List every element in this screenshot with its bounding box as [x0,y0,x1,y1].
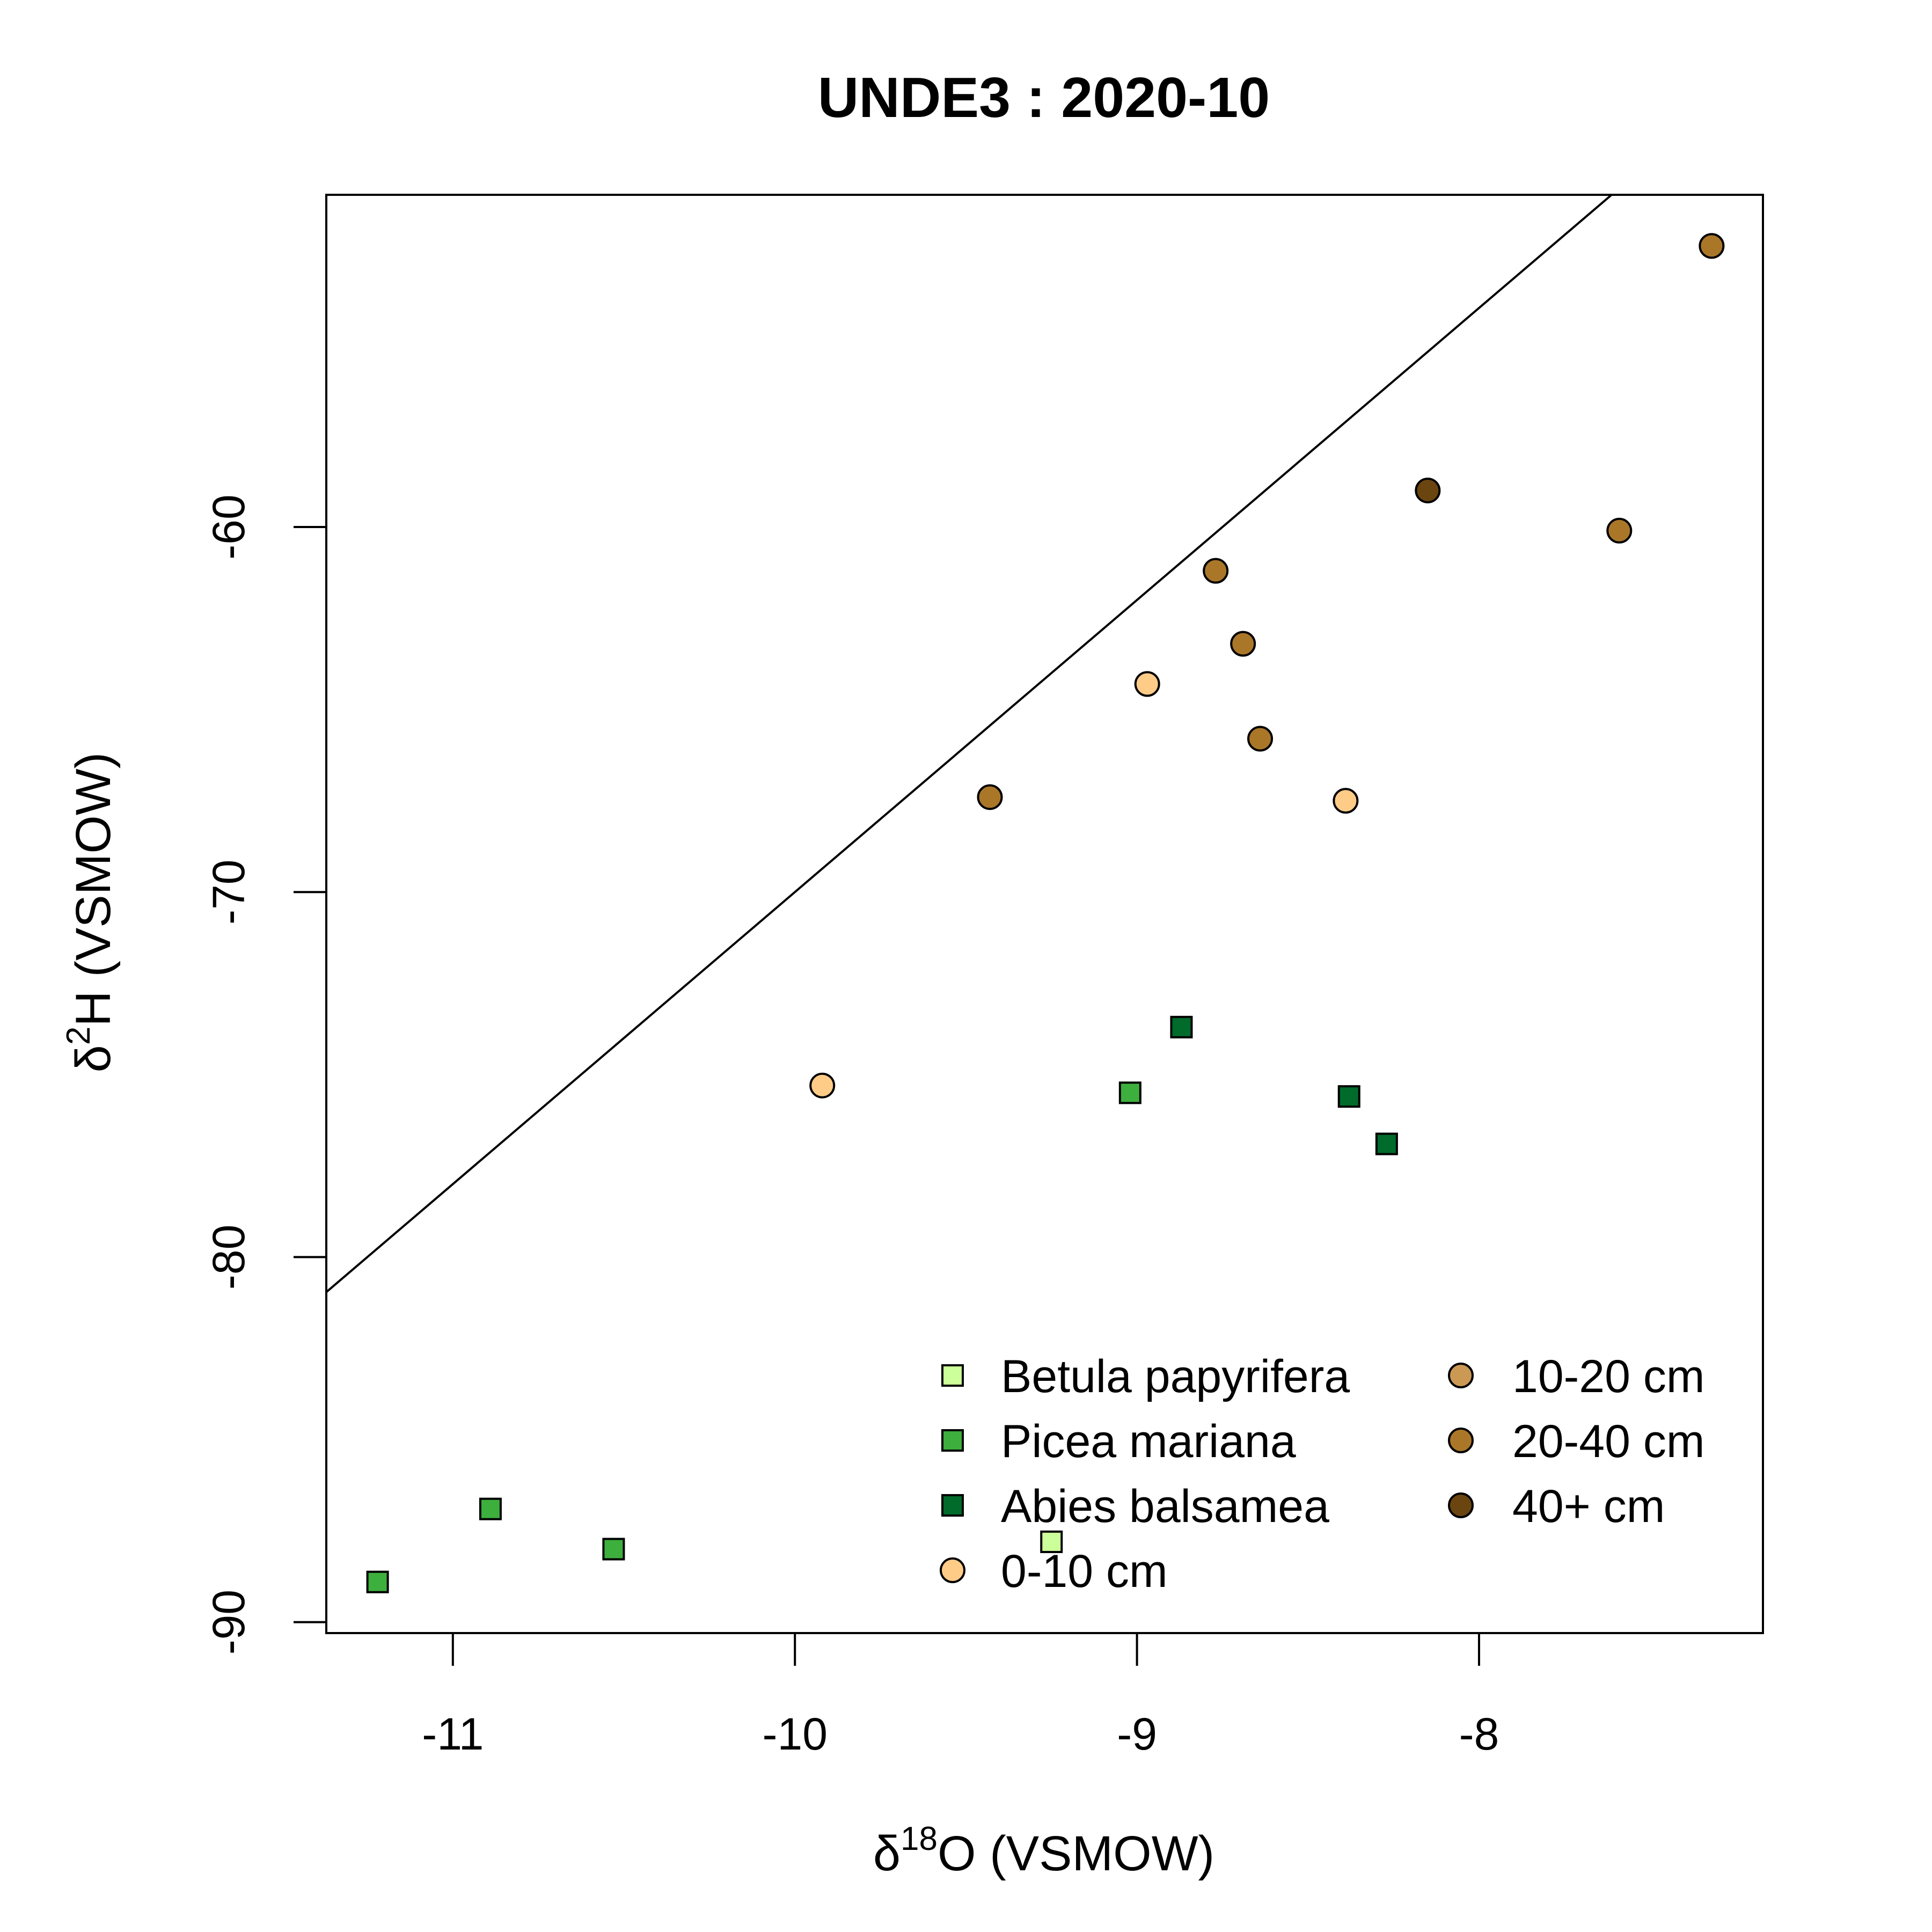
legend-label: Abies balsamea [1001,1481,1329,1532]
legend-label: Betula papyrifera [1001,1351,1350,1402]
data-point [479,1497,502,1520]
data-point [1134,671,1160,697]
series-0-10-cm [809,671,1359,1099]
legend-item-abies-balsamea: Abies balsamea [941,1481,1329,1532]
legend-item-20-40-cm: 20-40 cm [1448,1416,1705,1467]
x-tick-label: -10 [763,1709,828,1759]
y-axis-label: δ2H (VSMOW) [60,752,121,1073]
series-abies-balsamea [1170,1015,1398,1155]
legend-label: 40+ cm [1512,1481,1665,1532]
legend-label: 0-10 cm [1001,1546,1168,1597]
legend-label: Picea mariana [1001,1416,1296,1467]
data-point [366,1570,389,1593]
plot-area [325,194,1725,1593]
reference-line [325,194,1613,1293]
x-tick-label: -8 [1459,1709,1499,1759]
data-point [602,1538,625,1561]
legend-symbol [941,1364,964,1387]
data-point [1247,726,1274,752]
data-point [1375,1132,1398,1155]
data-point [1040,1530,1063,1553]
legend-symbol [1448,1492,1474,1518]
legend-item-picea-mariana: Picea mariana [941,1416,1296,1467]
y-axis: -90 -80 -70 -60 [203,494,327,1655]
legend-symbol [941,1494,964,1517]
series-picea-mariana [366,1081,1141,1593]
legend-label: 20-40 cm [1512,1416,1705,1467]
legend-symbol [1448,1428,1474,1453]
data-point [809,1072,836,1099]
data-point [1337,1085,1360,1108]
y-tick-label: -60 [203,494,254,559]
legend-symbol [940,1557,965,1583]
legend-item-40-cm: 40+ cm [1448,1481,1665,1532]
x-tick-label: -9 [1117,1709,1157,1759]
series-20-40-cm [977,233,1725,810]
data-point [1203,558,1229,584]
legend-symbol [1448,1363,1474,1388]
y-tick-label: -90 [203,1590,254,1655]
data-point [1606,517,1633,544]
x-tick-label: -11 [422,1709,484,1759]
x-axis: -11 -10 -9 -8 [422,1632,1499,1759]
y-tick-label: -80 [203,1225,254,1290]
x-axis-label: δ18O (VSMOW) [873,1820,1214,1881]
legend-item-0-10-cm: 0-10 cm [940,1546,1168,1597]
legend-symbol [941,1429,964,1452]
data-point [1699,233,1725,259]
legend-item-10-20-cm: 10-20 cm [1448,1351,1705,1402]
legend-item-betula-papyrifera: Betula papyrifera [941,1351,1350,1402]
series-betula-papyrifera [1040,1530,1063,1553]
legend-label: 10-20 cm [1512,1351,1705,1402]
data-point [977,784,1003,810]
data-point [1230,631,1256,657]
chart-title: UNDE3 : 2020-10 [818,66,1270,129]
legend: Betula papyrifera Picea mariana Abies bals… [940,1351,1705,1597]
data-point [1170,1015,1193,1038]
y-tick-label: -70 [203,859,254,924]
data-point [1118,1081,1141,1104]
data-point [1333,788,1359,814]
data-point [1415,477,1441,503]
series-40-cm [1415,477,1441,503]
